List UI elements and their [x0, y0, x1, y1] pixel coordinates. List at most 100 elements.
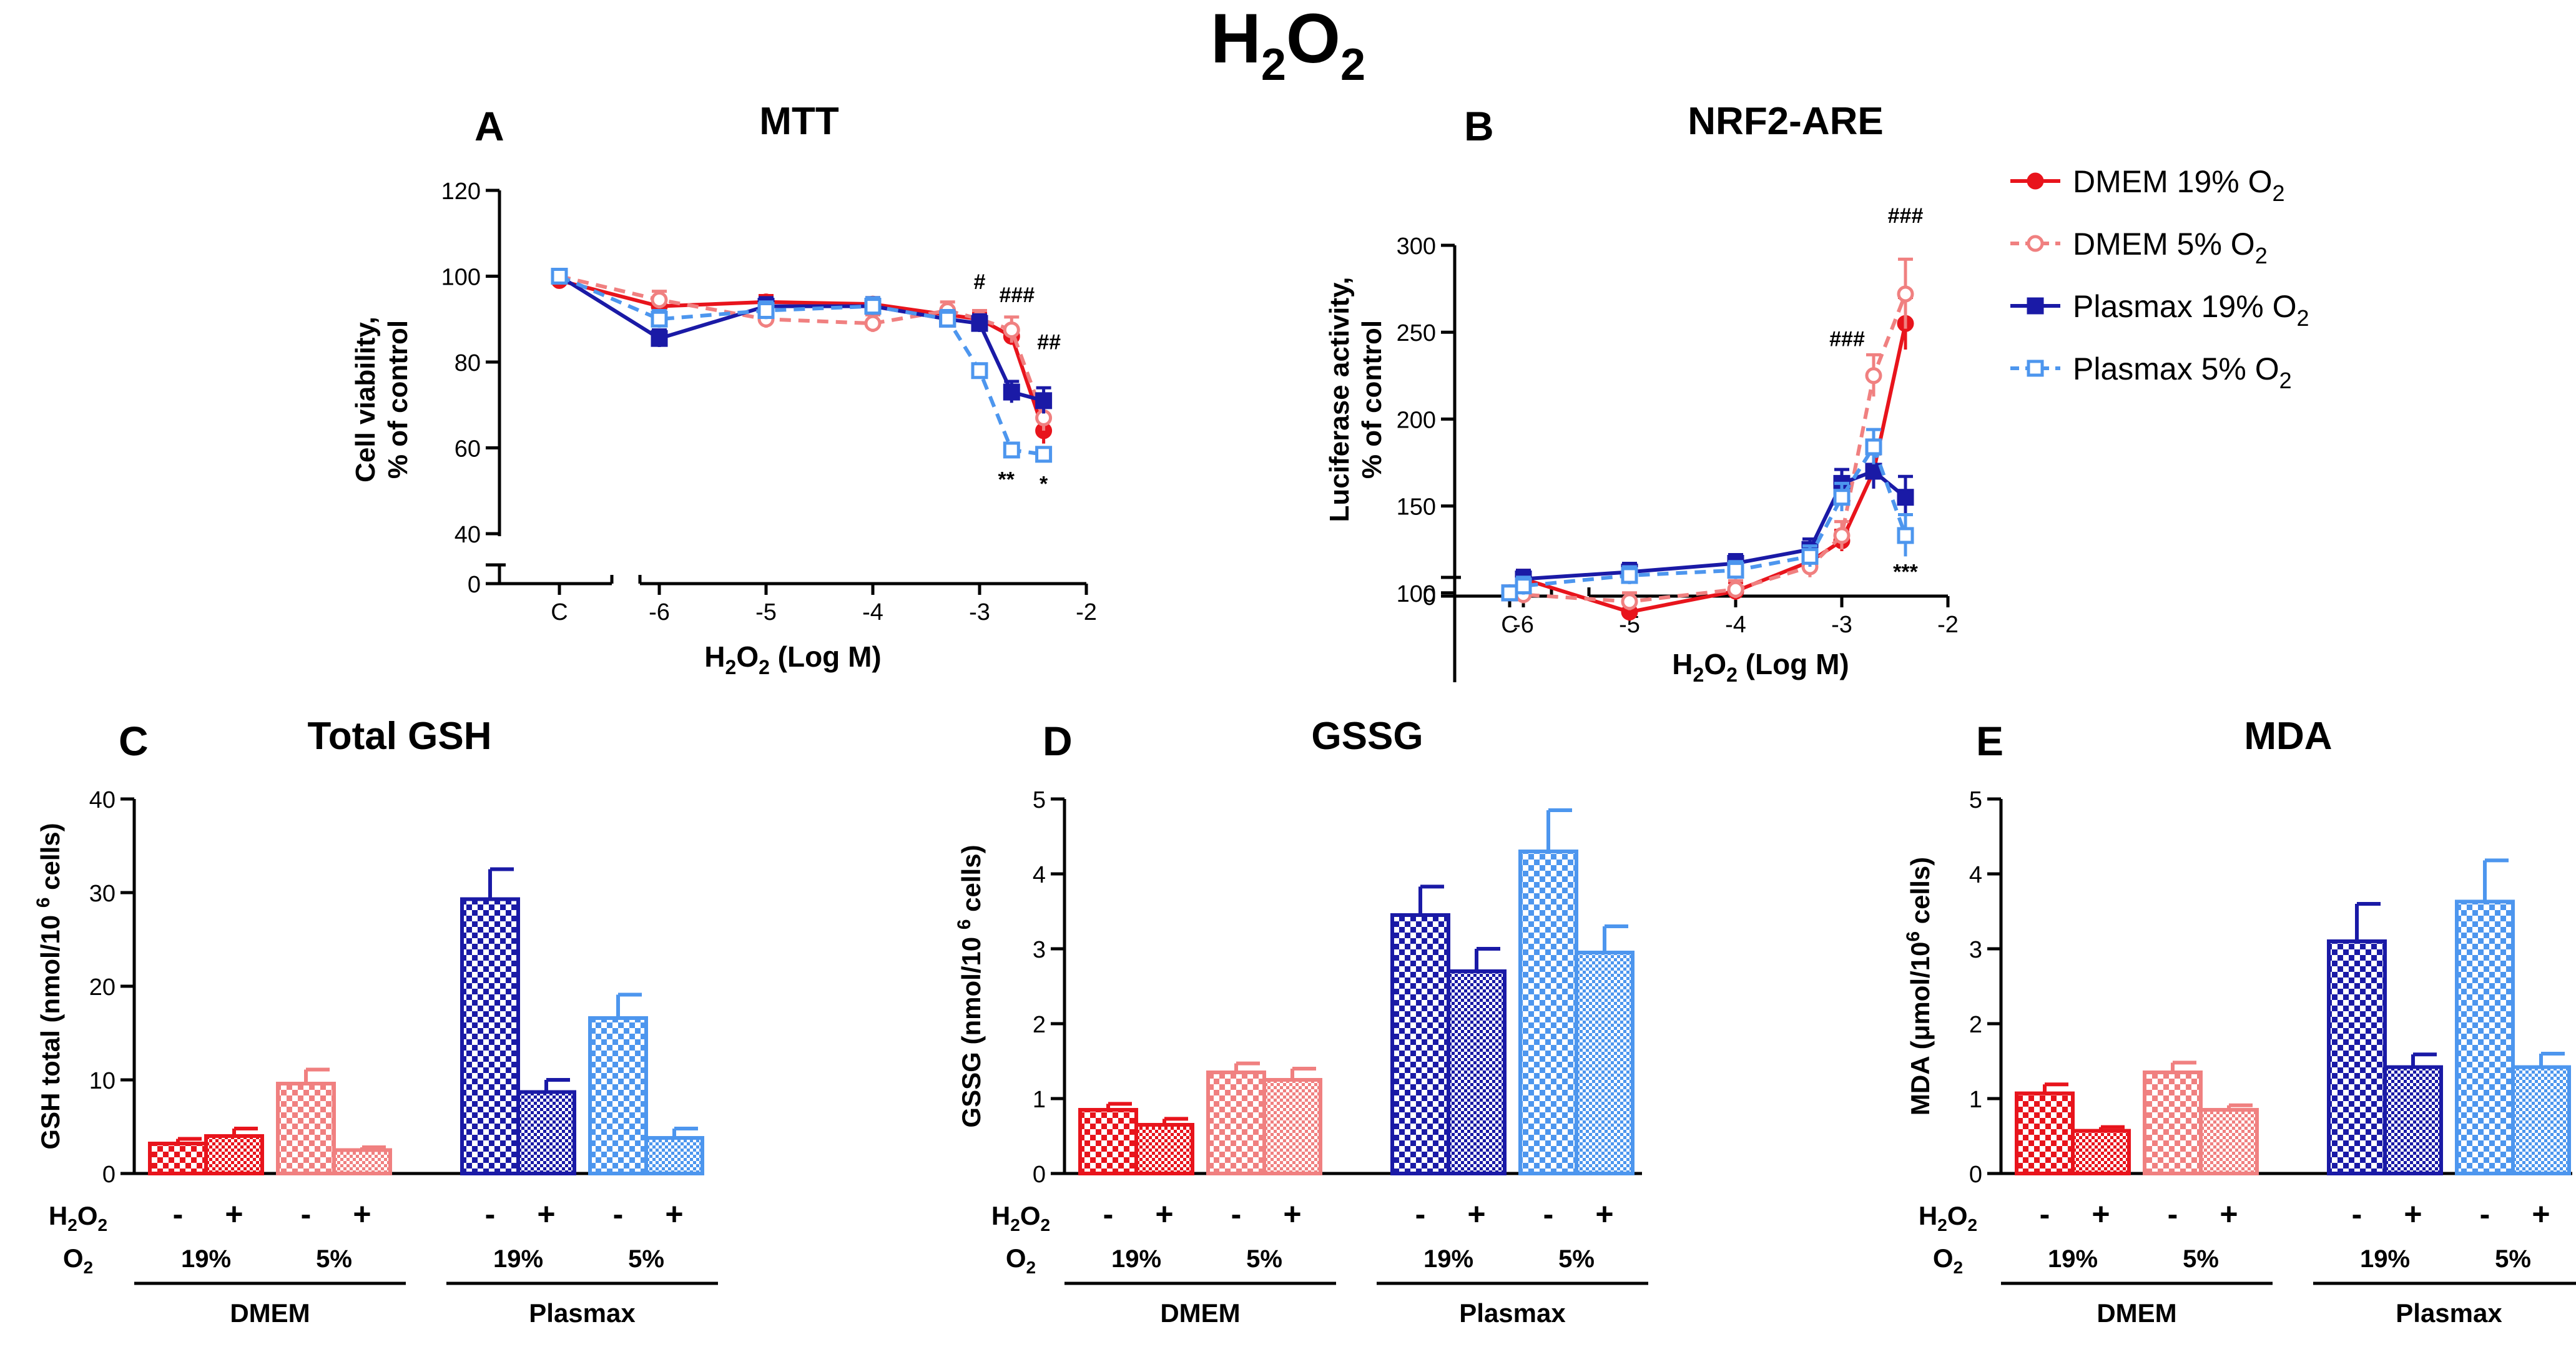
medium-label: Plasmax: [529, 1298, 636, 1328]
y-tick-label: 40: [455, 522, 481, 548]
y-tick-label: 5: [1969, 787, 1982, 813]
panel-letter: C: [119, 718, 149, 764]
legend-item-plasmax19: Plasmax 19% O2: [2010, 289, 2309, 331]
o2-level-label: 19%: [1111, 1245, 1161, 1273]
bar: [2327, 939, 2387, 1175]
treatment-sign: -: [1103, 1197, 1114, 1232]
y-tick-label: 200: [1397, 407, 1436, 433]
bar: [1518, 850, 1578, 1175]
legend-item-dmem5: DMEM 5% O2: [2010, 227, 2268, 268]
series-dmem19: [551, 272, 1053, 444]
treatment-sign: -: [2040, 1197, 2050, 1232]
y-label-sup: 6: [33, 898, 54, 908]
bar: [460, 897, 520, 1175]
bar: [148, 1142, 208, 1175]
treatment-sign: -: [1415, 1197, 1426, 1232]
data-point: [939, 310, 956, 328]
y-label-line: % of control: [383, 320, 413, 479]
row-label-part: H: [49, 1201, 67, 1230]
treatment-sign: +: [537, 1197, 555, 1232]
legend-sub: 2: [2255, 243, 2268, 268]
x-tick-label-control: C: [1501, 612, 1518, 638]
treatment-sign: -: [485, 1197, 496, 1232]
y-tick-label: 1: [1033, 1087, 1046, 1113]
treatment-sign: -: [173, 1197, 184, 1232]
y-tick-label: 30: [89, 881, 116, 907]
data-point: [757, 302, 775, 319]
y-tick-label: 150: [1397, 494, 1436, 521]
data-point: [1727, 581, 1744, 598]
significance-annotation: *: [1040, 472, 1048, 496]
x-label-part: H: [1672, 648, 1693, 680]
series-plasmax5: [551, 268, 1053, 463]
significance-annotation: ##: [1037, 330, 1061, 354]
row-label-sub: 2: [1041, 1215, 1051, 1235]
x-label-sub: 2: [725, 656, 737, 679]
treatment-sign: +: [2404, 1197, 2422, 1232]
legend-text: Plasmax 19% O: [2073, 289, 2296, 324]
legend-marker: [2027, 235, 2044, 252]
series-dmem5: [1501, 257, 1914, 610]
bar: [1134, 1123, 1194, 1175]
y-tick-label: 0: [1969, 1162, 1982, 1188]
x-tick-label: -4: [1725, 612, 1746, 638]
row-label-sub: 2: [1968, 1215, 1978, 1235]
y-tick-label: 1: [1969, 1087, 1982, 1113]
data-point: [1003, 441, 1020, 459]
treatment-sign: -: [1543, 1197, 1554, 1232]
panel-title: MTT: [759, 100, 839, 143]
row-label-sub: 2: [84, 1258, 94, 1277]
data-point: [1727, 562, 1744, 579]
legend-label: Plasmax 19% O2: [2073, 289, 2309, 331]
y-tick-label: 40: [89, 787, 116, 813]
data-point: [1621, 593, 1638, 610]
legend-marker: [2027, 172, 2044, 190]
data-point: [1833, 527, 1851, 544]
row-label-sub: 2: [1954, 1258, 1964, 1277]
data-point: [1035, 446, 1053, 463]
legend-marker: [2027, 360, 2044, 377]
y-tick-label: 100: [1397, 581, 1436, 607]
data-point: [1003, 383, 1020, 401]
data-point: [1621, 567, 1638, 584]
legend-label: Plasmax 5% O2: [2073, 351, 2292, 393]
x-tick-label-control: C: [551, 599, 568, 625]
panel-letter: D: [1043, 718, 1073, 764]
o2-level-label: 5%: [1246, 1245, 1282, 1273]
data-point: [971, 362, 988, 380]
bar: [516, 1090, 576, 1175]
row-label-sub: 2: [1026, 1258, 1036, 1277]
x-label-sub: 2: [759, 656, 770, 679]
bar: [1447, 969, 1507, 1175]
row-label-sub: 2: [1010, 1215, 1020, 1235]
x-label-part: O: [736, 640, 759, 673]
bar: [1078, 1108, 1138, 1175]
x-tick-label: -5: [755, 599, 777, 625]
treatment-sign: +: [2220, 1197, 2238, 1232]
data-point: [1865, 463, 1882, 480]
series-line: [558, 274, 1044, 456]
row-label-part: O: [1020, 1201, 1041, 1230]
row-label-part: O: [77, 1201, 98, 1230]
y-tick-label: 0: [102, 1162, 116, 1188]
data-point: [1833, 489, 1851, 506]
o2-level-label: 5%: [628, 1245, 664, 1273]
legend-sub: 2: [2296, 305, 2309, 331]
series-line: [1508, 323, 1907, 614]
data-point: [1897, 285, 1914, 303]
x-tick-label: -4: [862, 599, 883, 625]
significance-annotation: **: [998, 468, 1015, 491]
row-label-part: O: [1006, 1243, 1026, 1273]
legend-sub: 2: [2273, 180, 2285, 206]
treatment-sign: -: [613, 1197, 624, 1232]
row-label-part: O: [63, 1243, 84, 1273]
data-point: [1035, 392, 1053, 409]
row-label-part: H: [991, 1201, 1010, 1230]
row-label-part: O: [1933, 1243, 1954, 1273]
data-point: [551, 268, 568, 285]
data-point: [651, 310, 668, 328]
